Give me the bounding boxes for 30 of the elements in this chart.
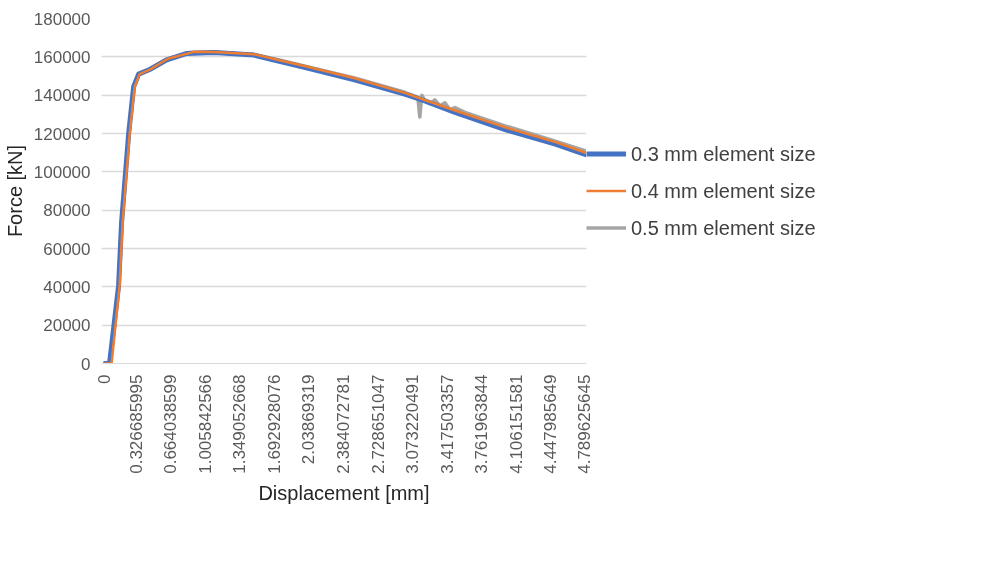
x-tick-label: 1.349052668 xyxy=(229,374,249,474)
legend-label: 0.4 mm element size xyxy=(631,179,816,202)
x-tick-label: 0 xyxy=(94,374,114,384)
y-tick-label: 140000 xyxy=(33,86,91,106)
x-tick-label: 4.106151581 xyxy=(506,374,526,474)
y-tick-label: 100000 xyxy=(33,162,91,182)
legend-label: 0.5 mm element size xyxy=(631,216,816,239)
x-axis-title: Displacement [mm] xyxy=(258,481,430,504)
x-tick-label: 1.005842566 xyxy=(195,374,215,474)
x-tick-label: 4.789625645 xyxy=(575,374,595,474)
x-tick-label: 3.417503357 xyxy=(437,374,457,474)
y-tick-label: 0 xyxy=(81,354,91,374)
y-tick-label: 60000 xyxy=(43,239,91,259)
x-tick-label: 2.03869319 xyxy=(299,374,319,465)
y-axis-title: Force [kN] xyxy=(3,144,26,238)
y-tick-label: 80000 xyxy=(43,201,91,221)
y-tick-label: 120000 xyxy=(33,124,91,144)
x-tick-label: 0.664038599 xyxy=(161,374,181,474)
x-tick-label: 2.728651047 xyxy=(368,374,388,474)
x-tick-label: 0.326685995 xyxy=(127,374,147,474)
legend-label: 0.3 mm element size xyxy=(631,142,816,165)
y-tick-label: 180000 xyxy=(33,9,91,29)
x-tick-label: 4.447985649 xyxy=(541,374,561,474)
x-tick-label: 1.692928076 xyxy=(264,374,284,474)
x-tick-label: 2.384072781 xyxy=(333,374,353,474)
y-tick-label: 40000 xyxy=(43,277,91,297)
x-tick-label: 3.073220491 xyxy=(403,374,423,474)
y-tick-label: 20000 xyxy=(43,316,91,336)
y-tick-label: 160000 xyxy=(33,47,91,67)
x-tick-label: 3.761963844 xyxy=(472,374,492,474)
